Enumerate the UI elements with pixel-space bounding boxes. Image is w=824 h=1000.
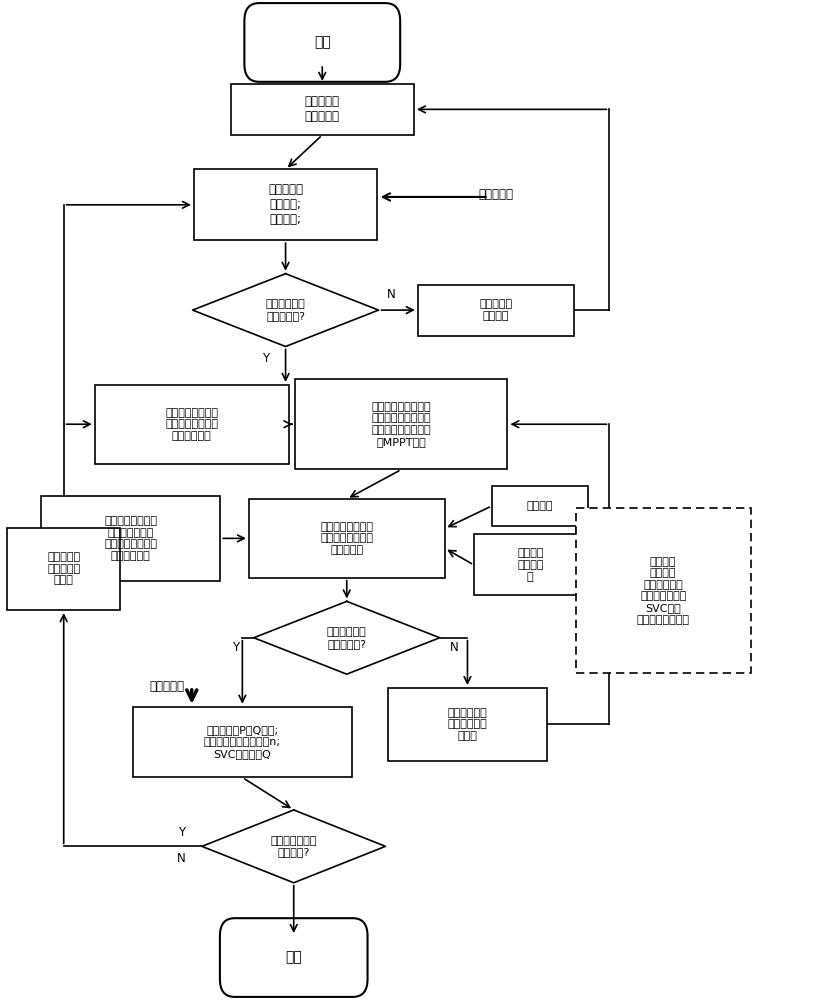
Text: 配电网拓扑
及线路参数: 配电网拓扑 及线路参数 (305, 95, 339, 123)
Text: 免疫双态
粒子群算
法: 免疫双态 粒子群算 法 (517, 548, 544, 582)
Text: N: N (450, 641, 459, 654)
Bar (418, 285, 574, 336)
Text: 增大目标函
数电压偏差
项系数: 增大目标函 数电压偏差 项系数 (47, 552, 80, 585)
Text: 检验各节点电
压是否越限?: 检验各节点电 压是否越限? (265, 299, 306, 321)
Bar (249, 499, 445, 578)
Polygon shape (254, 601, 440, 674)
Text: N: N (386, 288, 396, 301)
FancyBboxPatch shape (245, 3, 400, 82)
Text: 对电压越限节点灵敏
度最大的节点为调节
节点，其余节点工作
于MPPT状态: 对电压越限节点灵敏 度最大的节点为调节 节点，其余节点工作 于MPPT状态 (372, 402, 431, 447)
FancyBboxPatch shape (220, 918, 368, 997)
Text: 功率平衡
节点电压
关口交换功率
分组电容器容量
SVC约束
光伏模块运行约束: 功率平衡 节点电压 关口交换功率 分组电容器容量 SVC约束 光伏模块运行约束 (637, 557, 690, 625)
Text: 等待下一个
计算周期: 等待下一个 计算周期 (480, 299, 513, 321)
Text: 开始: 开始 (314, 35, 330, 49)
Text: Y: Y (261, 352, 269, 365)
Bar (492, 486, 588, 526)
Text: 模块输入量: 模块输入量 (479, 188, 513, 201)
Polygon shape (202, 810, 386, 883)
Bar (387, 688, 547, 761)
Text: 结束: 结束 (285, 951, 302, 965)
Polygon shape (193, 274, 378, 347)
Text: 分布式光伏P、Q出力;
并联电容器组投切数目n;
SVC无功出力Q: 分布式光伏P、Q出力; 并联电容器组投切数目n; SVC无功出力Q (204, 725, 281, 759)
Bar (231, 84, 414, 135)
Bar (133, 707, 352, 777)
Bar (295, 379, 508, 469)
Bar (41, 496, 220, 581)
Text: 优化目标：分布式
光伏有功出力最
大、各节点电压偏
离额定值最小: 优化目标：分布式 光伏有功出力最 大、各节点电压偏 离额定值最小 (104, 516, 157, 561)
Bar (95, 385, 289, 464)
Text: 得到满足约束
的最优结果?: 得到满足约束 的最优结果? (327, 627, 367, 649)
Text: Y: Y (232, 641, 240, 654)
Bar (194, 169, 377, 240)
Text: Y: Y (178, 826, 185, 839)
Text: 模块输出量: 模块输出量 (150, 680, 185, 693)
Text: N: N (177, 852, 186, 865)
Text: 检验各节点电压
是否越限?: 检验各节点电压 是否越限? (270, 836, 317, 857)
Text: 园区配网各
节点电压;
功率相量;: 园区配网各 节点电压; 功率相量; (268, 183, 303, 226)
Text: 约束条件: 约束条件 (527, 501, 553, 511)
Bar (474, 534, 587, 595)
Bar (7, 528, 120, 610)
Text: 以调节节点有功、
无功为调节变量进
行综合优化: 以调节节点有功、 无功为调节变量进 行综合优化 (321, 522, 373, 555)
Text: 求解节点电压对节
点注入有功、无功
的灵敏度矩阵: 求解节点电压对节 点注入有功、无功 的灵敏度矩阵 (166, 408, 218, 441)
Bar (575, 508, 751, 673)
Text: 增加灵敏度次
大的节点为调
节节点: 增加灵敏度次 大的节点为调 节节点 (447, 708, 487, 741)
